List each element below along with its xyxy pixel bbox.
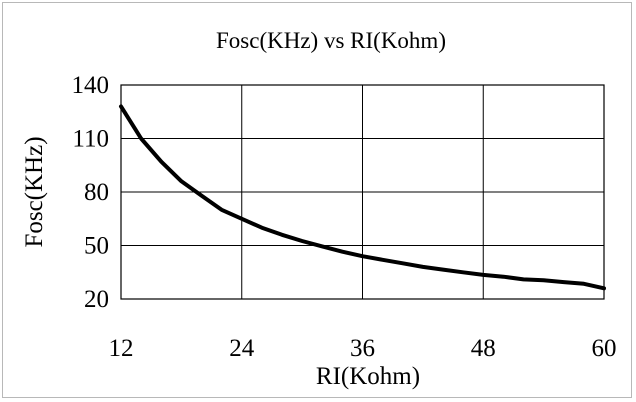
gridlines	[121, 85, 604, 299]
x-tick-label: 24	[229, 335, 255, 362]
chart-title: Fosc(KHz) vs RI(Kohm)	[216, 28, 446, 53]
x-tick-labels: 12 24 36 48 60	[109, 335, 617, 362]
series-line	[119, 104, 606, 291]
chart-frame	[2, 2, 632, 398]
y-tick-label: 110	[72, 126, 109, 153]
plot-area	[120, 84, 605, 300]
y-tick-labels: 20 50 80 110 140	[72, 72, 110, 313]
x-axis-label: RI(Kohm)	[316, 363, 420, 390]
x-tick-label: 36	[350, 335, 375, 362]
x-tick-label: 60	[592, 335, 617, 362]
x-tick-label: 12	[109, 335, 134, 362]
x-tick-label: 48	[471, 335, 496, 362]
y-axis-label: Fosc(KHz)	[21, 136, 48, 247]
y-tick-label: 140	[72, 72, 110, 99]
y-tick-label: 20	[84, 286, 109, 313]
y-tick-label: 50	[84, 233, 109, 260]
y-tick-label: 80	[84, 179, 109, 206]
